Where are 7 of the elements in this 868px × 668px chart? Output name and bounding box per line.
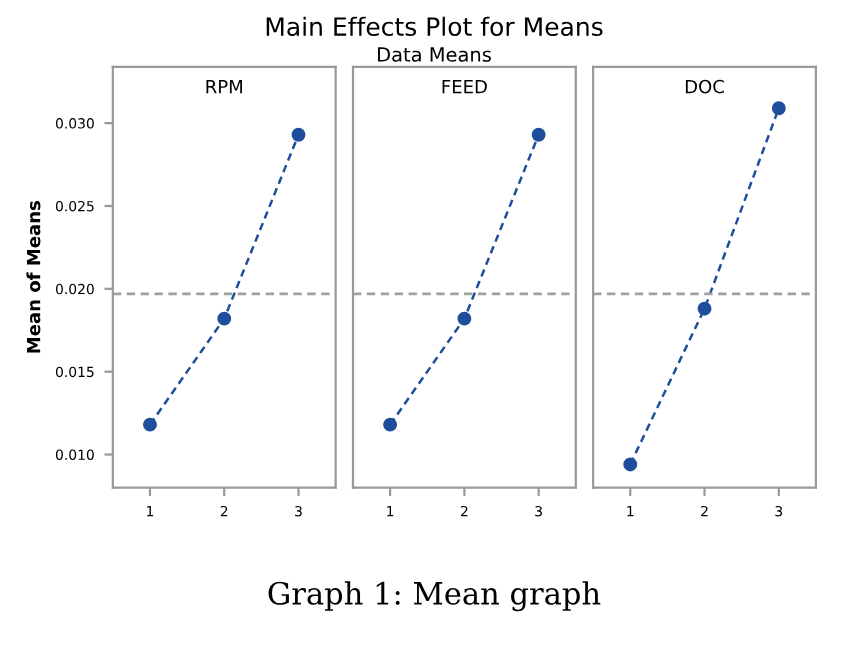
- text: DOC: [685, 79, 724, 94]
- text: Data Means: [378, 47, 491, 62]
- y-axis-title: Mean of Means: [26, 201, 41, 353]
- text: Main Effects Plot for Means: [266, 16, 603, 37]
- caption: Graph 1: Mean graph: [268, 581, 601, 612]
- text: FEED: [442, 79, 487, 94]
- text: RPM: [206, 79, 242, 94]
